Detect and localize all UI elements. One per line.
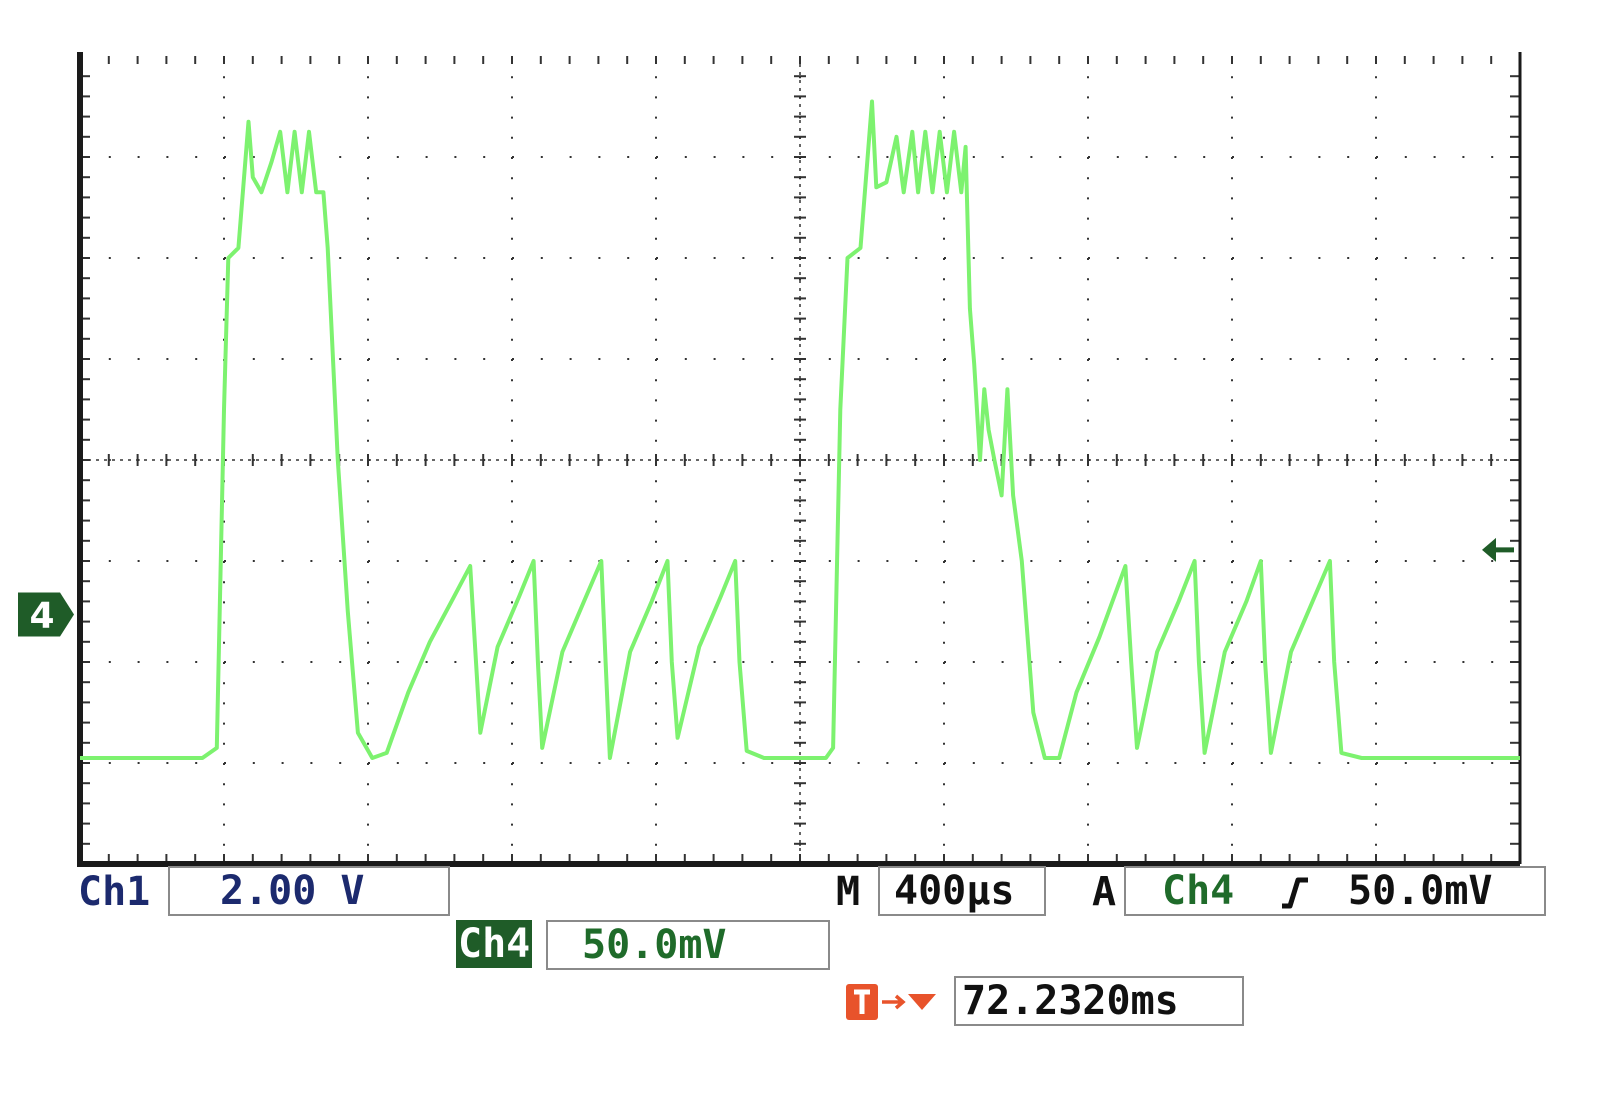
ch4-label: Ch4: [456, 920, 533, 968]
timebase-label: M: [836, 869, 861, 915]
trigger-source: Ch4: [1162, 868, 1235, 914]
rising-edge-icon: [1282, 877, 1308, 909]
graticule-grid: [77, 52, 1522, 867]
trigger-position-box[interactable]: 72.2320ms: [954, 976, 1244, 1026]
trigger-position-value: 72.2320ms: [962, 978, 1179, 1024]
marker-layer: 4: [18, 537, 1514, 637]
timebase-value: 400µs: [894, 868, 1015, 914]
ch1-scale-value: 2.00 V: [220, 868, 365, 914]
timebase-box[interactable]: 400µs: [878, 866, 1046, 916]
ch4-ground-marker[interactable]: 4: [18, 592, 74, 637]
trace-layer: [80, 99, 1520, 760]
trigger-level-arrow-icon: [1482, 537, 1514, 562]
ch1-label: Ch1: [78, 869, 151, 915]
trace-series-1: [80, 99, 1520, 760]
ch1-scale-box[interactable]: 2.00 V: [168, 866, 450, 916]
trigger-position-icon: [846, 984, 936, 1020]
ch4-scale-box[interactable]: 50.0mV: [546, 920, 830, 970]
trigger-level: 50.0mV: [1348, 868, 1493, 914]
trigger-box[interactable]: Ch4 50.0mV: [1124, 866, 1546, 916]
trigger-mode-label: A: [1092, 869, 1117, 915]
ch4-scale-value: 50.0mV: [582, 922, 727, 968]
ch4-marker-label: 4: [29, 596, 54, 637]
